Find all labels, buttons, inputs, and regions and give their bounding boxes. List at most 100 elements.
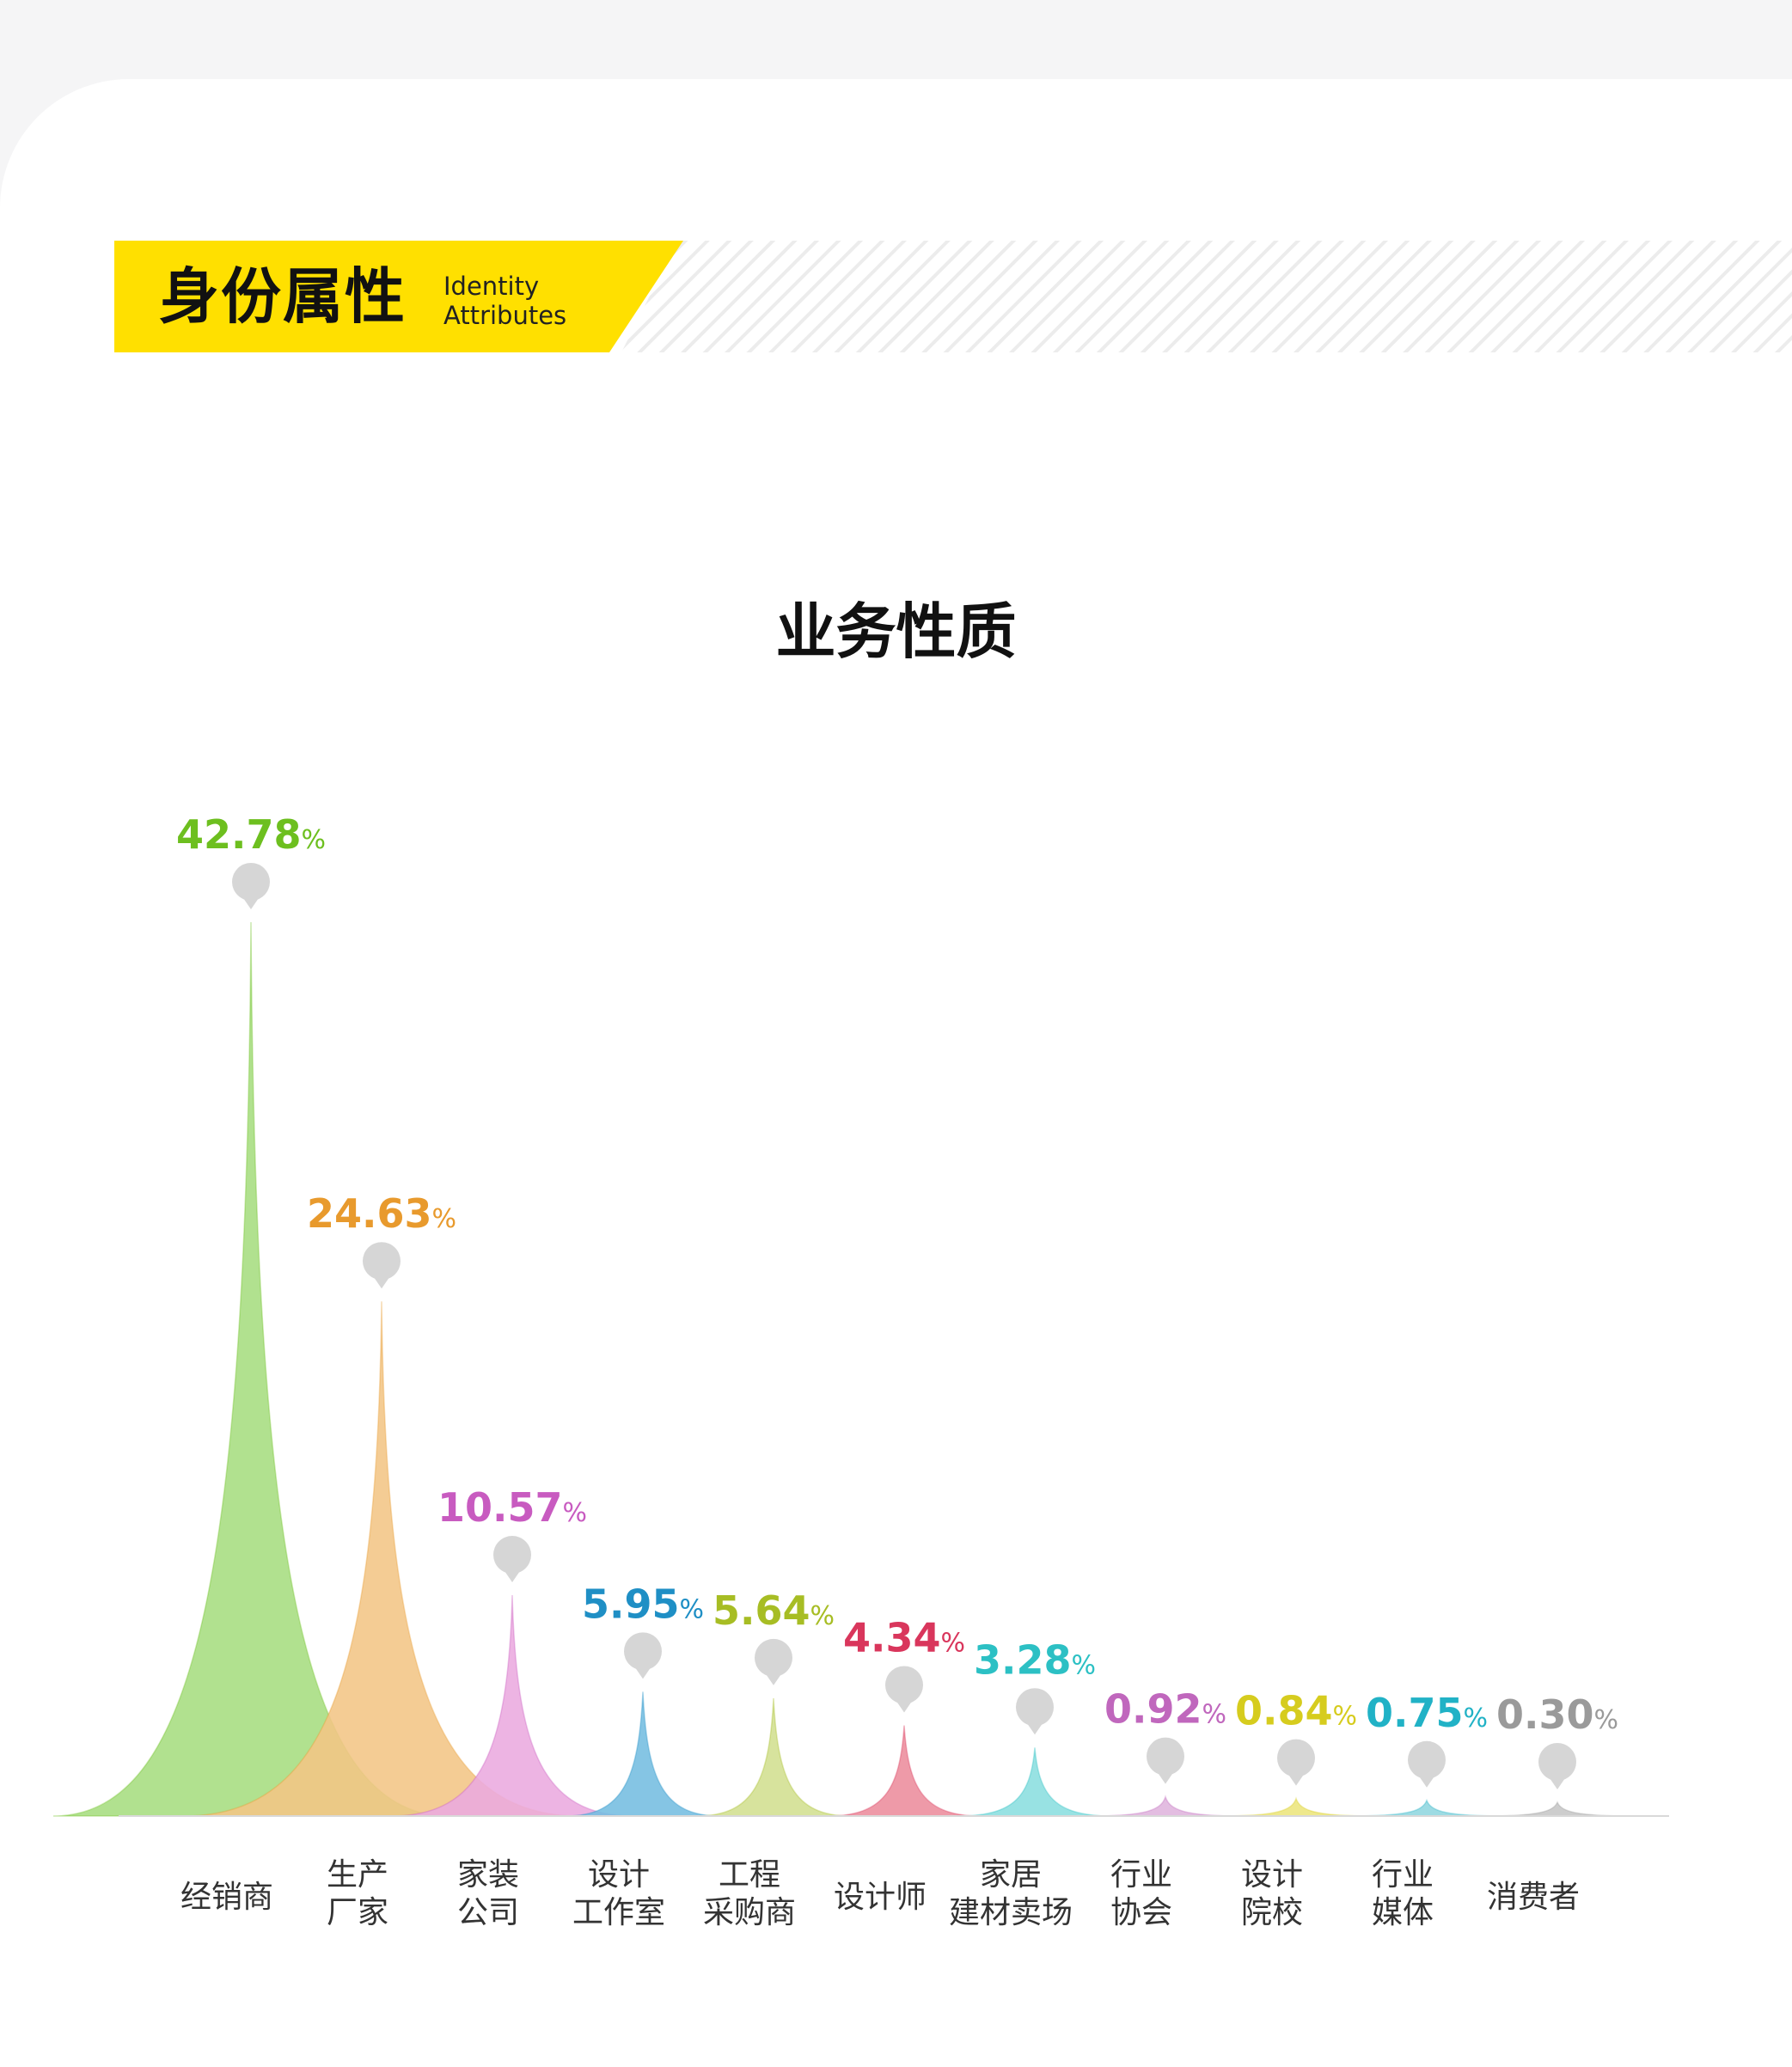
x-tick-label-line: 媒体 (1372, 1895, 1434, 1930)
x-tick-label-line: 家居 (980, 1857, 1042, 1893)
x-tick-label-4: 设计工作室 (572, 1857, 665, 1930)
pin-head (363, 1242, 401, 1281)
location-pin-icon (1016, 1688, 1054, 1735)
pin-tip (1417, 1773, 1436, 1788)
pin-head (1408, 1740, 1446, 1779)
data-label-4: 5.95% (582, 1581, 704, 1627)
data-label-unit: % (1593, 1705, 1618, 1735)
x-tick-label-2: 生产厂家 (327, 1857, 388, 1930)
data-label-unit: % (679, 1594, 704, 1624)
banner-title: 身份属性 (159, 261, 407, 332)
x-tick-label-7: 家居建材卖场 (949, 1857, 1073, 1930)
data-label-9: 0.84% (1235, 1688, 1357, 1734)
pin-head (232, 863, 270, 901)
x-tick-label-line: 行业 (1110, 1857, 1172, 1893)
pin-head (1277, 1739, 1315, 1777)
area-peak-8 (1087, 1795, 1244, 1817)
data-label-2: 24.63% (307, 1190, 456, 1237)
banner-subtitle: Identity Attributes (443, 272, 566, 330)
area-peak-11 (1479, 1801, 1636, 1817)
x-tick-label-line: 公司 (457, 1895, 519, 1930)
pin-head (493, 1536, 531, 1575)
area-peak-2 (183, 1301, 580, 1817)
x-tick-label-line: 消费者 (1487, 1880, 1580, 1915)
x-tick-label-6: 设计师 (834, 1880, 927, 1915)
data-label-unit: % (1332, 1702, 1357, 1732)
data-label-8: 0.92% (1104, 1686, 1226, 1733)
section-banner: 身份属性 Identity Attributes (114, 241, 1792, 352)
data-label-unit: % (1071, 1650, 1096, 1680)
x-tick-label-line: 家装 (457, 1857, 519, 1893)
x-tick-label-3: 家装公司 (457, 1857, 519, 1930)
area-peak-7 (957, 1747, 1113, 1817)
area-peak-5 (695, 1697, 852, 1817)
data-label-value: 3.28 (974, 1636, 1072, 1683)
data-label-11: 0.30% (1496, 1691, 1618, 1738)
data-label-unit: % (563, 1498, 588, 1528)
data-label-value: 0.30 (1496, 1691, 1594, 1738)
pin-tip (764, 1671, 783, 1685)
pin-head (1016, 1688, 1054, 1727)
data-label-value: 5.95 (582, 1581, 680, 1627)
x-tick-label-line: 工程 (719, 1857, 780, 1893)
data-label-unit: % (302, 825, 327, 855)
data-label-6: 4.34% (843, 1614, 965, 1660)
data-label-value: 5.64 (713, 1587, 810, 1634)
location-pin-icon (1277, 1739, 1315, 1786)
banner-yellow-block (114, 241, 683, 352)
banner-subtitle-line1: Identity (443, 272, 540, 301)
banner-stripe-pattern (621, 241, 1792, 352)
location-pin-icon (1147, 1737, 1184, 1784)
x-tick-label-11: 消费者 (1487, 1880, 1580, 1915)
area-peak-3 (390, 1595, 634, 1817)
x-tick-label-1: 经销商 (180, 1880, 273, 1915)
data-label-1: 42.78% (176, 811, 326, 858)
pin-head (624, 1632, 662, 1671)
data-label-10: 0.75% (1366, 1690, 1488, 1736)
chart-title-text: 业务性质 (775, 596, 1017, 667)
x-tick-label-line: 工作室 (572, 1895, 665, 1930)
data-label-value: 42.78 (176, 811, 302, 858)
x-tick-label-9: 设计院校 (1241, 1857, 1303, 1930)
x-tick-label-line: 协会 (1110, 1895, 1172, 1930)
pin-tip (1025, 1721, 1044, 1735)
x-tick-label-line: 设计 (588, 1857, 650, 1893)
x-tick-label-line: 经销商 (180, 1880, 273, 1915)
pin-tip (242, 896, 260, 909)
location-pin-icon (1408, 1740, 1446, 1788)
data-label-value: 0.84 (1235, 1688, 1333, 1734)
banner-subtitle-line2: Attributes (443, 301, 567, 330)
pin-head (885, 1666, 923, 1704)
chart-title-wrap: 业务性质 (0, 593, 1792, 688)
value-label-group: 42.78%24.63%10.57%5.95% 5.64% 4.34% 3.28%0.… (176, 811, 1618, 1789)
area-peak-10 (1349, 1798, 1505, 1817)
banner-background (114, 241, 1792, 352)
data-label-5: 5.64% (713, 1587, 835, 1634)
pin-head (1538, 1743, 1576, 1781)
location-pin-icon (493, 1536, 531, 1583)
pin-tip (1548, 1776, 1567, 1789)
pin-tip (1156, 1770, 1175, 1784)
x-tick-label-line: 生产 (327, 1857, 388, 1893)
x-tick-label-line: 行业 (1372, 1857, 1434, 1893)
chart-title: 业务性质 (770, 593, 1022, 670)
x-tick-label-10: 行业媒体 (1372, 1857, 1434, 1930)
x-tick-label-5: 工程采购商 (703, 1857, 796, 1930)
location-pin-icon (363, 1242, 401, 1289)
area-peak-4 (565, 1691, 721, 1817)
data-label-value: 4.34 (843, 1614, 941, 1660)
x-tick-label-line: 厂家 (327, 1895, 388, 1930)
data-label-unit: % (810, 1601, 835, 1631)
area-series-group (52, 921, 1636, 1817)
x-tick-label-line: 设计 (1241, 1857, 1303, 1893)
data-label-unit: % (1202, 1700, 1226, 1730)
data-label-7: 3.28% (974, 1636, 1096, 1683)
data-label-value: 0.92 (1104, 1686, 1202, 1733)
data-label-unit: % (940, 1628, 965, 1658)
data-label-value: 24.63 (307, 1190, 432, 1237)
location-pin-icon (885, 1666, 923, 1713)
area-peak-6 (826, 1725, 982, 1817)
x-tick-label-8: 行业协会 (1110, 1857, 1172, 1930)
x-tick-label-line: 院校 (1241, 1895, 1303, 1930)
